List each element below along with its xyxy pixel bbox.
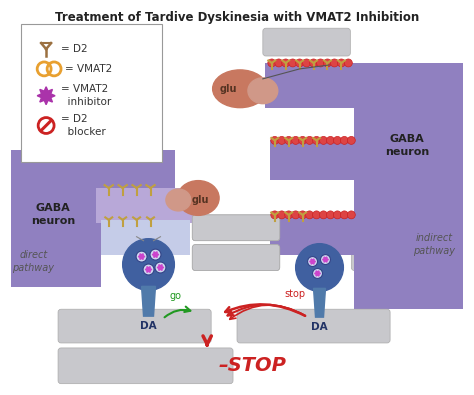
Circle shape xyxy=(308,257,318,267)
Circle shape xyxy=(333,211,341,219)
Circle shape xyxy=(299,211,307,219)
Circle shape xyxy=(38,118,54,134)
Circle shape xyxy=(285,211,292,219)
Circle shape xyxy=(319,211,328,219)
Circle shape xyxy=(337,59,346,67)
Polygon shape xyxy=(145,267,152,272)
Circle shape xyxy=(299,136,307,145)
Polygon shape xyxy=(322,257,328,262)
Circle shape xyxy=(292,136,300,145)
Text: glu: glu xyxy=(219,84,237,94)
Circle shape xyxy=(150,249,161,260)
Circle shape xyxy=(345,59,352,67)
Circle shape xyxy=(296,244,343,292)
Ellipse shape xyxy=(248,78,278,103)
Text: DA: DA xyxy=(140,321,157,331)
Circle shape xyxy=(292,211,300,219)
Circle shape xyxy=(306,136,313,145)
Ellipse shape xyxy=(166,189,191,211)
Text: = VMAT2: = VMAT2 xyxy=(65,64,112,74)
FancyBboxPatch shape xyxy=(354,63,463,309)
FancyBboxPatch shape xyxy=(96,188,190,223)
FancyBboxPatch shape xyxy=(11,150,175,195)
Text: = VMAT2
  inhibitor: = VMAT2 inhibitor xyxy=(61,84,111,107)
Text: –STOP: –STOP xyxy=(218,356,286,375)
Circle shape xyxy=(327,211,335,219)
Circle shape xyxy=(268,59,276,67)
Polygon shape xyxy=(310,259,316,264)
Circle shape xyxy=(319,136,328,145)
Text: DA: DA xyxy=(311,322,328,332)
Circle shape xyxy=(282,59,290,67)
FancyBboxPatch shape xyxy=(351,215,432,241)
Circle shape xyxy=(312,211,320,219)
Circle shape xyxy=(347,136,356,145)
FancyBboxPatch shape xyxy=(192,215,280,241)
FancyBboxPatch shape xyxy=(21,24,163,162)
Text: glu: glu xyxy=(191,195,209,205)
Text: = D2
  blocker: = D2 blocker xyxy=(61,114,106,137)
Circle shape xyxy=(312,269,322,278)
FancyBboxPatch shape xyxy=(237,309,390,343)
Circle shape xyxy=(143,264,154,275)
Text: stop: stop xyxy=(284,289,305,299)
FancyBboxPatch shape xyxy=(192,245,280,271)
FancyBboxPatch shape xyxy=(58,348,233,384)
FancyBboxPatch shape xyxy=(11,150,101,288)
Circle shape xyxy=(306,211,313,219)
Text: GABA
neuron: GABA neuron xyxy=(385,134,429,157)
Text: Treatment of Tardive Dyskinesia with VMAT2 Inhibition: Treatment of Tardive Dyskinesia with VMA… xyxy=(55,11,419,24)
Text: direct
pathway: direct pathway xyxy=(12,250,54,273)
FancyBboxPatch shape xyxy=(351,245,432,271)
Polygon shape xyxy=(142,286,155,316)
Circle shape xyxy=(136,251,147,262)
Ellipse shape xyxy=(213,70,267,107)
Text: = D2: = D2 xyxy=(61,44,88,54)
Polygon shape xyxy=(315,271,320,276)
FancyBboxPatch shape xyxy=(263,28,350,56)
FancyBboxPatch shape xyxy=(192,245,280,271)
Circle shape xyxy=(155,262,166,273)
Circle shape xyxy=(347,211,356,219)
Circle shape xyxy=(271,211,279,219)
Ellipse shape xyxy=(175,188,205,222)
Text: indirect
pathway: indirect pathway xyxy=(413,233,455,256)
Circle shape xyxy=(330,59,338,67)
Ellipse shape xyxy=(177,181,219,215)
FancyBboxPatch shape xyxy=(192,215,280,241)
Circle shape xyxy=(317,59,325,67)
FancyBboxPatch shape xyxy=(270,140,359,180)
Circle shape xyxy=(323,59,331,67)
Circle shape xyxy=(275,59,283,67)
Circle shape xyxy=(310,59,318,67)
Text: GABA
neuron: GABA neuron xyxy=(31,203,75,226)
Circle shape xyxy=(333,136,341,145)
Circle shape xyxy=(340,211,348,219)
Polygon shape xyxy=(138,254,145,260)
FancyBboxPatch shape xyxy=(58,309,211,343)
Circle shape xyxy=(340,136,348,145)
Circle shape xyxy=(320,255,330,265)
Polygon shape xyxy=(152,252,159,258)
Polygon shape xyxy=(313,288,326,317)
Text: go: go xyxy=(169,291,182,301)
Circle shape xyxy=(289,59,297,67)
Polygon shape xyxy=(157,265,164,270)
Circle shape xyxy=(312,136,320,145)
Circle shape xyxy=(278,136,286,145)
Circle shape xyxy=(123,239,174,290)
FancyBboxPatch shape xyxy=(265,63,359,107)
Circle shape xyxy=(271,136,279,145)
FancyBboxPatch shape xyxy=(101,220,190,255)
Circle shape xyxy=(302,59,310,67)
FancyBboxPatch shape xyxy=(270,215,359,255)
Circle shape xyxy=(285,136,292,145)
Polygon shape xyxy=(37,87,55,105)
Circle shape xyxy=(327,136,335,145)
Circle shape xyxy=(296,59,304,67)
Circle shape xyxy=(278,211,286,219)
